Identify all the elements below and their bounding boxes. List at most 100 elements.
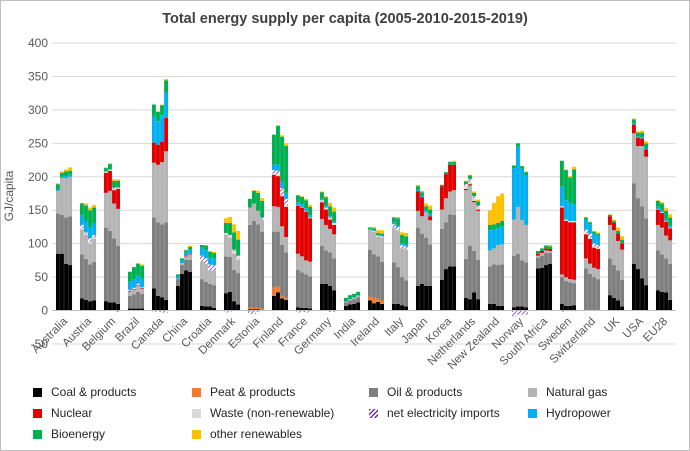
bar-segment — [280, 181, 284, 189]
bar-segment — [60, 178, 64, 215]
bar-segment — [284, 192, 289, 199]
bar-segment — [300, 310, 304, 312]
bar-segment — [367, 296, 372, 301]
bar-segment — [92, 204, 97, 208]
bar-segment — [300, 196, 304, 205]
bar-segment — [424, 206, 428, 211]
bar-segment — [348, 299, 352, 301]
bar-segment — [136, 263, 140, 264]
bar-segment — [396, 229, 400, 231]
bar-segment — [212, 251, 217, 254]
bar-segment — [476, 205, 481, 207]
bar-segment — [448, 191, 452, 215]
bar-segment — [271, 295, 276, 311]
bar-segment — [356, 302, 361, 311]
bar-segment — [564, 281, 568, 306]
bar-segment — [92, 223, 97, 235]
bar-segment — [55, 183, 60, 185]
bar-segment — [660, 210, 664, 213]
bar-group — [127, 263, 145, 311]
bar-segment — [184, 249, 188, 251]
bar-segment — [328, 202, 332, 207]
bar-segment — [391, 262, 396, 304]
bar-segment — [160, 115, 164, 142]
bar-segment — [420, 233, 424, 284]
bar-segment — [271, 287, 276, 296]
bar-segment — [559, 160, 564, 187]
bar-segment — [156, 222, 160, 296]
bar-segment — [376, 236, 380, 257]
bar-segment — [151, 310, 156, 312]
bar-segment — [319, 218, 324, 246]
bar-segment — [64, 176, 68, 179]
bar-segment — [548, 251, 553, 254]
bar-segment — [616, 227, 620, 231]
bar-segment — [376, 234, 380, 236]
bar-segment — [404, 236, 409, 245]
bar-segment — [463, 188, 468, 191]
bar-segment — [492, 202, 496, 225]
bar-segment — [356, 297, 361, 303]
bar-segment — [444, 172, 448, 175]
bar-segment — [151, 162, 156, 218]
bar-segment — [636, 146, 640, 199]
bar-segment — [588, 263, 592, 274]
bar-segment — [664, 218, 668, 221]
bar-segment — [232, 249, 236, 252]
bar-segment — [343, 301, 348, 302]
bar-segment — [232, 251, 236, 254]
bar-segment — [308, 308, 313, 311]
bar-segment — [92, 261, 97, 301]
bar-segment — [588, 273, 592, 310]
bar-segment — [295, 205, 300, 254]
bar-segment — [228, 234, 232, 238]
bar-segment — [487, 224, 492, 231]
bar-segment — [184, 252, 188, 256]
bar-segment — [295, 307, 300, 311]
bar-segment — [92, 207, 97, 224]
bar-segment — [295, 195, 300, 203]
bar-segment — [463, 297, 468, 311]
bar-segment — [596, 235, 601, 245]
bar-segment — [260, 308, 265, 310]
bar-segment — [103, 301, 108, 311]
bar-segment — [352, 297, 356, 300]
bar-segment — [420, 195, 424, 198]
bar-segment — [332, 224, 337, 235]
bar-segment — [276, 174, 280, 177]
bar-segment — [276, 170, 280, 175]
bar-segment — [164, 117, 169, 152]
bar-segment — [68, 167, 73, 171]
bar-segment — [660, 202, 664, 204]
bar-segment — [284, 297, 289, 300]
bar-segment — [468, 245, 472, 300]
bar-segment — [151, 288, 156, 311]
bar-segment — [112, 179, 116, 181]
legend-swatch — [528, 387, 537, 397]
bar-segment — [308, 218, 313, 262]
bar-segment — [160, 224, 164, 298]
bar-segment — [607, 214, 612, 217]
bar-segment — [79, 224, 84, 228]
bar-segment — [276, 125, 280, 165]
bar-segment — [136, 308, 140, 311]
bar-segment — [640, 132, 644, 138]
bar-segment — [300, 256, 304, 273]
bar-segment — [236, 273, 241, 305]
bar-segment — [404, 249, 409, 250]
bar-segment — [88, 238, 92, 242]
bar-segment — [64, 169, 68, 172]
bar-segment — [468, 178, 472, 182]
bar-segment — [559, 207, 564, 275]
bar-segment — [607, 224, 612, 259]
bar-segment — [583, 234, 588, 259]
bar-segment — [500, 244, 505, 265]
bar-segment — [583, 268, 588, 310]
y-tick-label: 0 — [41, 304, 48, 318]
bar-segment — [564, 170, 568, 201]
bar-segment — [284, 206, 289, 237]
bar-segment — [188, 271, 193, 311]
bar-segment — [295, 202, 300, 205]
bar-segment — [260, 217, 265, 220]
bar-segment — [116, 187, 121, 189]
